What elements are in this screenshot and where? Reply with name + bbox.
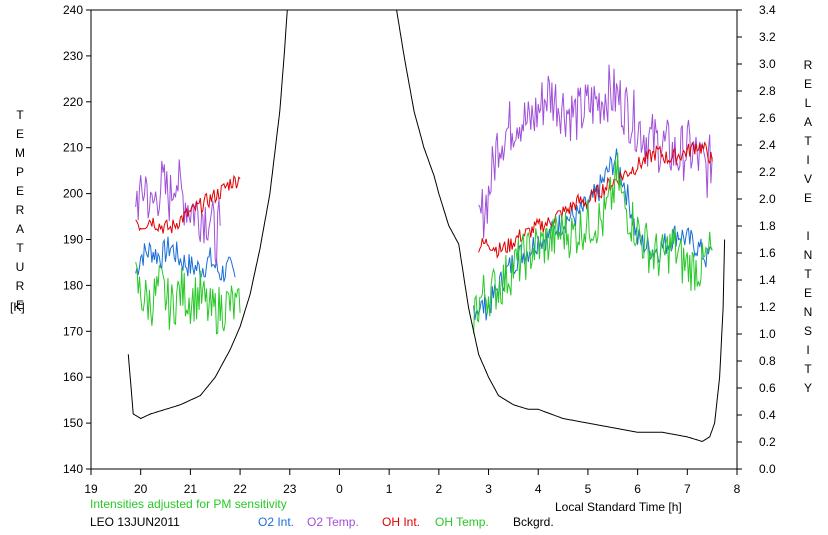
y-right-tick-label: 1.2 [759, 300, 776, 314]
y-right-tick-label: 1.6 [759, 246, 776, 260]
x-tick-label: 3 [485, 482, 492, 496]
series-line-o2-temp [135, 159, 221, 266]
x-tick-label: 22 [233, 482, 247, 496]
y-right-tick-label: 0.6 [759, 381, 776, 395]
series-line-bckgrd [127, 9, 288, 420]
y-right-tick-label: 3.2 [759, 30, 776, 44]
series-line-oh-int [478, 141, 713, 260]
y-left-tick-label: 220 [63, 95, 83, 109]
y-right-tick-label: 0.0 [759, 462, 776, 476]
legend-oh-temp: OH Temp. [435, 515, 489, 529]
x-tick-label: 0 [336, 482, 343, 496]
x-tick-label: 5 [585, 482, 592, 496]
y-left-tick-label: 230 [63, 49, 83, 63]
y-right-tick-label: 1.0 [759, 327, 776, 341]
legend-bckgrd: Bckgrd. [513, 515, 554, 529]
series-line-bckgrd [396, 9, 726, 443]
y-right-tick-label: 3.0 [759, 57, 776, 71]
series-line-o2-int [473, 148, 713, 321]
y-right-tick-label: 1.8 [759, 219, 776, 233]
y-right-tick-label: 2.6 [759, 111, 776, 125]
x-tick-label: 20 [134, 482, 148, 496]
series-line-o2-int [135, 236, 236, 282]
x-tick-label: 8 [734, 482, 741, 496]
y-left-tick-label: 180 [63, 278, 83, 292]
x-tick-label: 1 [386, 482, 393, 496]
y-right-tick-label: 2.2 [759, 165, 776, 179]
y-right-tick-label: 2.4 [759, 138, 776, 152]
legend-oh-int: OH Int. [382, 515, 421, 529]
x-tick-label: 23 [283, 482, 297, 496]
y-right-tick-label: 0.8 [759, 354, 776, 368]
x-tick-label: 19 [84, 482, 98, 496]
x-tick-label: 6 [634, 482, 641, 496]
y-right-tick-label: 1.4 [759, 273, 776, 287]
series-line-oh-int [135, 174, 241, 234]
y-axis-left-label: T E M P E R A T U R E [15, 108, 25, 312]
x-tick-label: 7 [684, 482, 691, 496]
x-tick-label: 4 [535, 482, 542, 496]
legend-o2-temp: O2 Temp. [307, 515, 359, 529]
y-left-tick-label: 210 [63, 141, 83, 155]
x-tick-label: 21 [184, 482, 198, 496]
y-right-tick-label: 3.4 [759, 3, 776, 17]
series-line-oh-temp [135, 261, 241, 335]
y-right-tick-label: 0.2 [759, 435, 776, 449]
y-axis-right-label: R E L A T I V E I N T E N S I T Y [803, 58, 813, 395]
y-left-tick-label: 200 [63, 187, 83, 201]
y-left-tick-label: 170 [63, 324, 83, 338]
y-right-tick-label: 2.8 [759, 84, 776, 98]
y-axis-left-unit: [K] [10, 300, 25, 314]
station-date: LEO 13JUN2011 [90, 515, 180, 529]
y-right-tick-label: 0.4 [759, 408, 776, 422]
series-line-o2-temp [478, 64, 713, 239]
y-left-tick-label: 240 [63, 3, 83, 17]
y-left-tick-label: 190 [63, 233, 83, 247]
y-left-tick-label: 160 [63, 370, 83, 384]
y-right-tick-label: 2.0 [759, 192, 776, 206]
note-text: Intensities adjusted for PM sensitivity [90, 497, 287, 511]
y-left-tick-label: 150 [63, 416, 83, 430]
series-line-oh-temp [473, 152, 713, 334]
x-tick-label: 2 [436, 482, 443, 496]
legend-o2-int: O2 Int. [258, 515, 295, 529]
x-axis-label: Local Standard Time [h] [555, 500, 682, 514]
y-left-tick-label: 140 [63, 462, 83, 476]
